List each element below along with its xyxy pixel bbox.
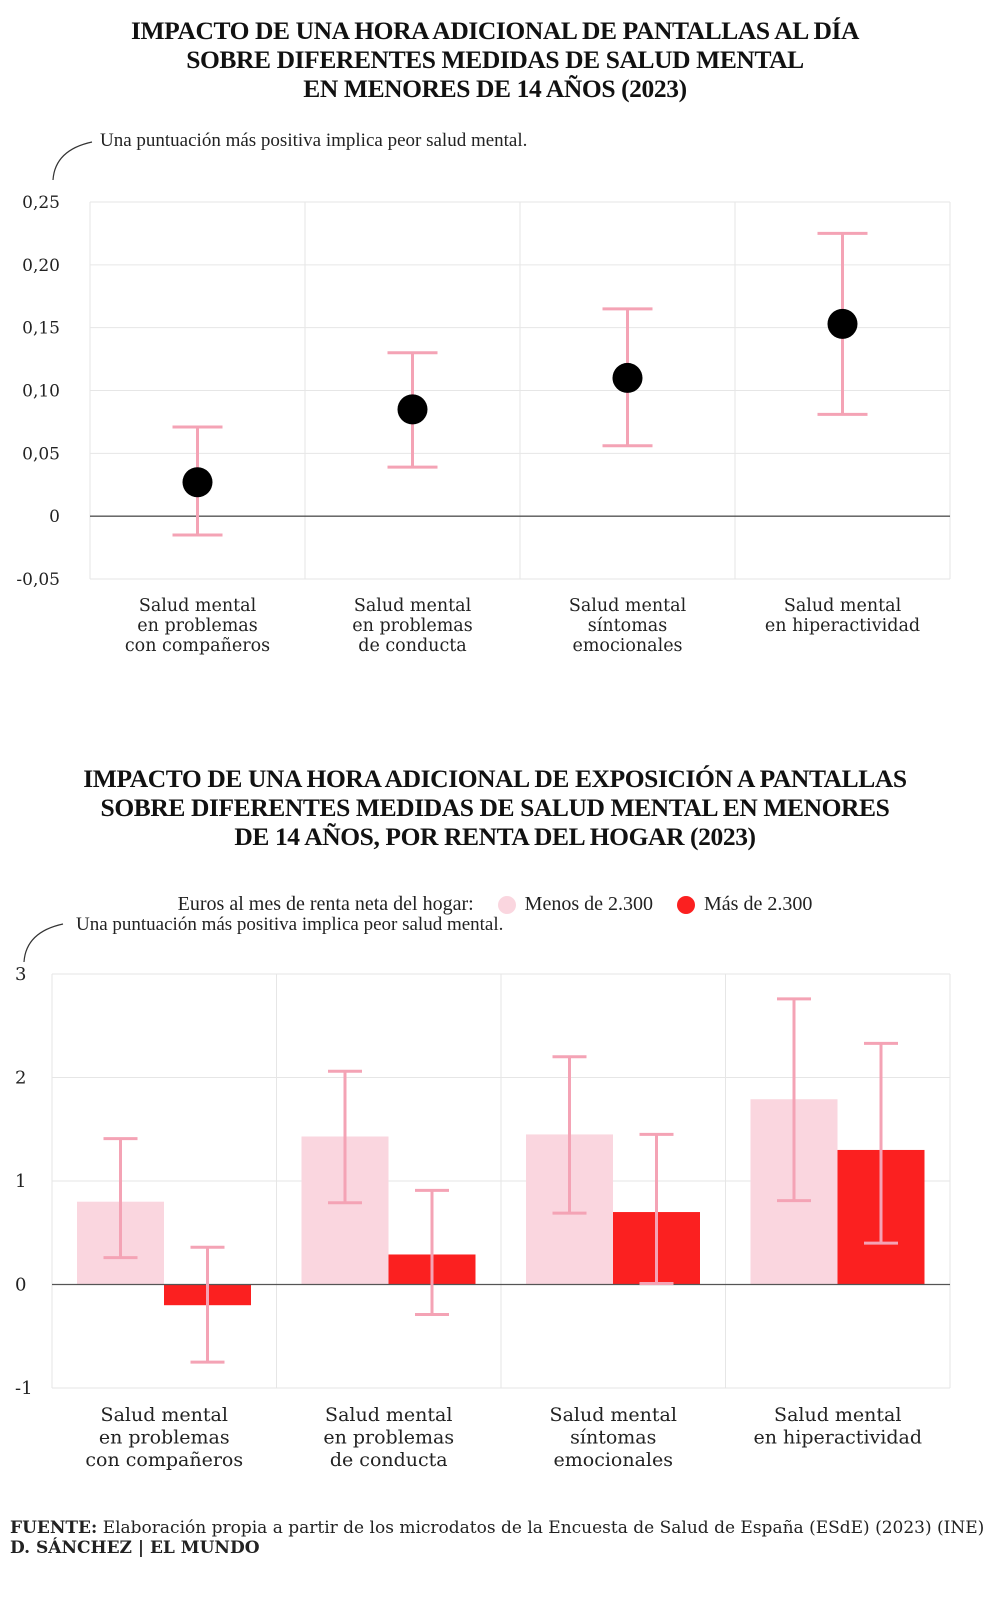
chart1-title-line: EN MENORES DE 14 AÑOS (2023) xyxy=(303,74,687,103)
legend-swatch-low-income xyxy=(497,895,516,914)
chart1-ytick-label: 0,20 xyxy=(22,256,60,276)
chart1-point xyxy=(397,394,428,425)
chart2-ytick-label: 0 xyxy=(15,1275,26,1296)
chart2-note-curve xyxy=(23,923,64,963)
footer-credit: D. SÁNCHEZ | EL MUNDO xyxy=(10,1538,260,1558)
chart1-xtick-label: Salud mental xyxy=(569,596,687,616)
chart1-note-curve xyxy=(52,141,93,181)
chart1-xtick-label: emocionales xyxy=(572,636,682,656)
chart1-ytick-label: 0 xyxy=(49,507,60,527)
chart1-title: IMPACTO DE UNA HORA ADICIONAL DE PANTALL… xyxy=(0,16,990,103)
footer-credit-text: D. SÁNCHEZ | EL MUNDO xyxy=(10,1538,260,1558)
chart1-xtick-label: Salud mental xyxy=(139,596,257,616)
chart1-xtick-label: con compañeros xyxy=(125,636,270,656)
chart1-xtick-label: en problemas xyxy=(137,616,257,636)
chart1-note: Una puntuación más positiva implica peor… xyxy=(100,130,528,151)
chart1-xtick-label: en problemas xyxy=(352,616,472,636)
chart2-ytick-label: -1 xyxy=(15,1378,33,1399)
legend-title: Euros al mes de renta neta del hogar: xyxy=(177,893,474,915)
footer-source-label: FUENTE: xyxy=(10,1518,98,1538)
chart2-title-line: SOBRE DIFERENTES MEDIDAS DE SALUD MENTAL… xyxy=(100,793,890,822)
chart2-xtick-label: síntomas xyxy=(570,1427,656,1449)
chart2-note: Una puntuación más positiva implica peor… xyxy=(76,914,504,935)
legend-label-high-income: Más de 2.300 xyxy=(704,893,813,915)
chart1-point xyxy=(182,467,213,498)
chart2-xtick-label: de conducta xyxy=(330,1449,448,1471)
chart2-ytick-label: 2 xyxy=(15,1068,26,1089)
legend-swatch-high-income xyxy=(677,895,695,914)
chart1-title-line: SOBRE DIFERENTES MEDIDAS DE SALUD MENTAL xyxy=(186,45,804,74)
chart2-xtick-label: en problemas xyxy=(99,1427,230,1449)
chart1-xtick-label: Salud mental xyxy=(784,596,902,616)
chart1-xtick-label: en hiperactividad xyxy=(765,616,920,636)
footer-source-text: Elaboración propia a partir de los micro… xyxy=(102,1518,985,1538)
legend-label-low-income: Menos de 2.300 xyxy=(524,893,653,915)
chart2-xtick-label: Salud mental xyxy=(101,1404,228,1426)
chart1-point xyxy=(612,362,643,393)
chart1-xtick-label: de conducta xyxy=(358,636,466,656)
legend-item-low-income: Menos de 2.300 xyxy=(497,893,653,916)
chart2-xtick-label: Salud mental xyxy=(325,1404,452,1426)
chart2-xtick-label: Salud mental xyxy=(774,1404,901,1426)
chart2-xtick-label: emocionales xyxy=(554,1449,674,1471)
chart2-xtick-label: en problemas xyxy=(323,1427,454,1449)
chart2-xtick-label: en hiperactividad xyxy=(754,1427,922,1449)
chart1-title-line: IMPACTO DE UNA HORA ADICIONAL DE PANTALL… xyxy=(130,16,860,45)
chart2-title-line: IMPACTO DE UNA HORA ADICIONAL DE EXPOSIC… xyxy=(83,764,907,793)
chart1-ytick-label: 0,10 xyxy=(22,382,60,402)
chart1-ytick-label: 0,15 xyxy=(22,319,60,339)
chart1-ytick-label: -0,05 xyxy=(16,570,60,590)
chart1-xtick-label: Salud mental xyxy=(354,596,472,616)
chart2-xtick-label: con compañeros xyxy=(85,1449,243,1471)
legend-item-high-income: Más de 2.300 xyxy=(677,893,812,916)
chart1-xtick-label: síntomas xyxy=(588,616,667,636)
chart1-ytick-label: 0,05 xyxy=(22,444,60,464)
chart1-ytick-label: 0,25 xyxy=(22,193,60,213)
footer-source: FUENTE: Elaboración propia a partir de l… xyxy=(10,1518,984,1538)
chart2-xtick-label: Salud mental xyxy=(550,1404,677,1426)
chart2-legend: Euros al mes de renta neta del hogar: Me… xyxy=(0,893,990,916)
chart1-point xyxy=(827,308,858,339)
chart2-ytick-label: 3 xyxy=(15,964,26,985)
chart2-title-line: DE 14 AÑOS, POR RENTA DEL HOGAR (2023) xyxy=(234,822,756,851)
chart2-ytick-label: 1 xyxy=(15,1171,26,1192)
chart2-title: IMPACTO DE UNA HORA ADICIONAL DE EXPOSIC… xyxy=(0,764,990,851)
